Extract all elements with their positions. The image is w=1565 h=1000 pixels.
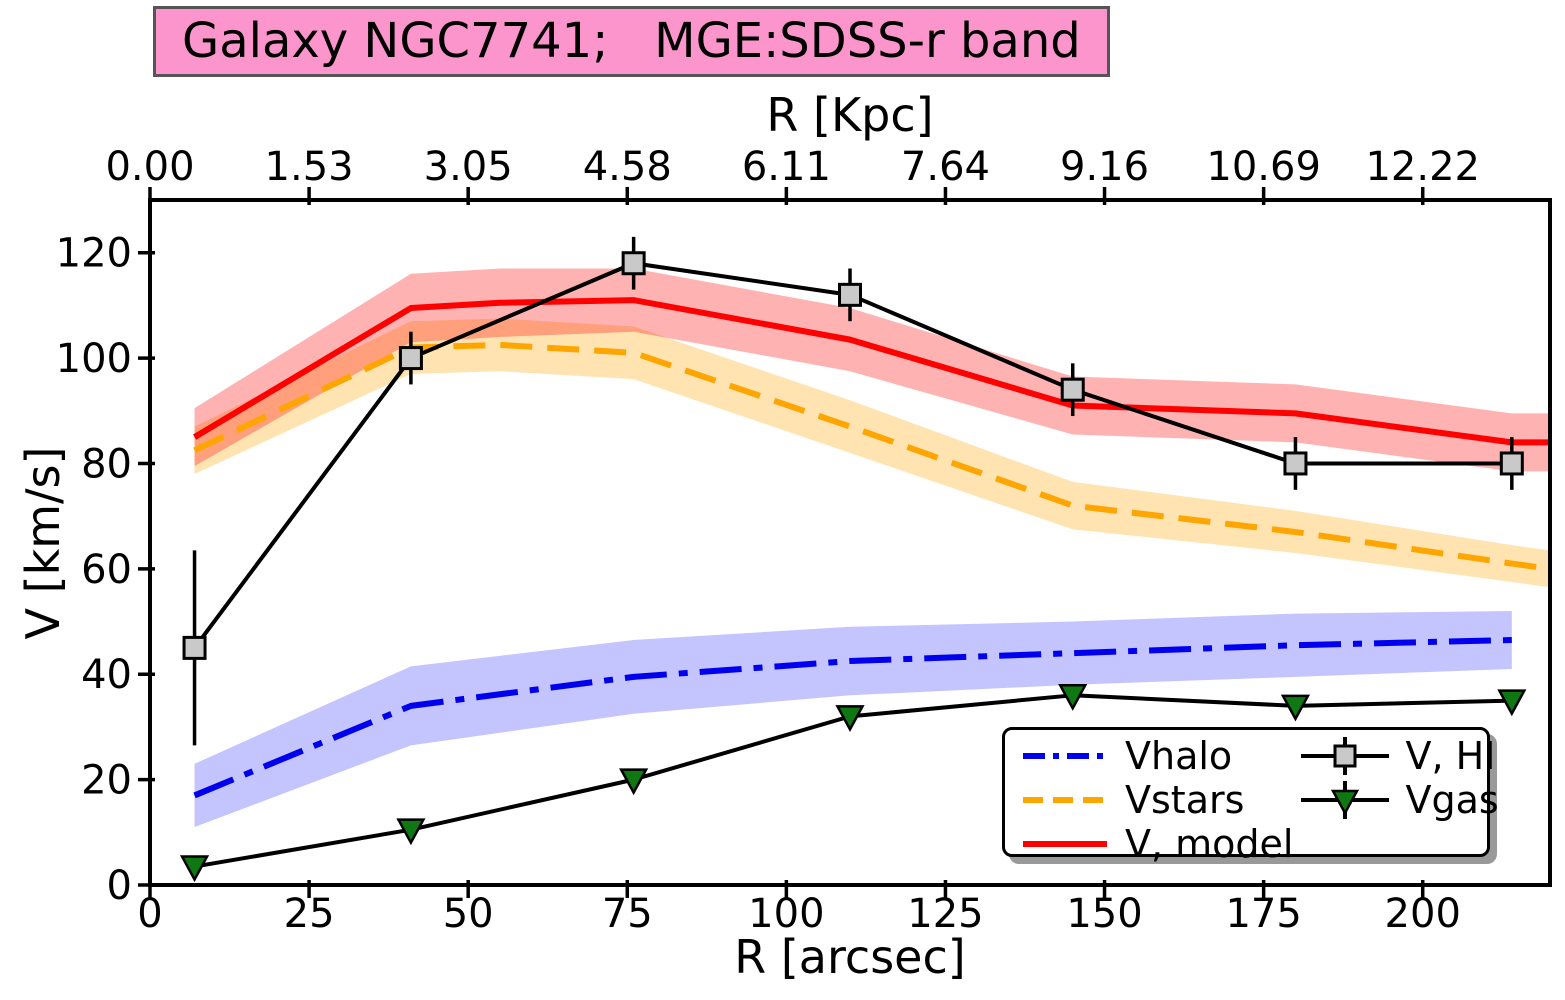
legend-label-vhi: V, HI xyxy=(1405,734,1496,778)
square-marker xyxy=(621,251,646,276)
top-tick-label: 3.05 xyxy=(424,144,513,190)
x-axis-label: R [arcsec] xyxy=(734,930,966,984)
vstars-uncertainty-band xyxy=(194,318,1551,588)
legend-label-vstars: Vstars xyxy=(1125,778,1245,822)
vhalo-line xyxy=(193,636,1512,799)
legend-handle-vmodel xyxy=(1023,841,1107,847)
vmodel-uncertainty-band xyxy=(194,268,1551,472)
legend-item-vhi: V, HI xyxy=(1299,734,1498,778)
square-marker xyxy=(1060,377,1085,402)
square-marker xyxy=(1283,451,1308,476)
y-tick-label: 100 xyxy=(56,336,132,382)
legend-item-vgas: Vgas xyxy=(1299,778,1499,822)
top-tick-label: 1.53 xyxy=(265,144,354,190)
vmodel-line xyxy=(193,297,1550,446)
top-tick-label: 10.69 xyxy=(1206,144,1321,190)
top-tick-label: 0.00 xyxy=(105,144,194,190)
legend-handle-vhalo xyxy=(1023,753,1107,759)
legend-item-vmodel: V, model xyxy=(1019,822,1293,866)
y-tick-label: 0 xyxy=(107,863,132,909)
vhalo-series xyxy=(193,636,1512,799)
y-axis-label: V [km/s] xyxy=(16,446,70,640)
vhi-series xyxy=(182,236,1524,746)
legend-handle-vgas xyxy=(1301,781,1390,819)
x-tick-label: 100 xyxy=(748,891,824,937)
top-axis-label: R [Kpc] xyxy=(766,88,934,142)
x-tick-label: 175 xyxy=(1225,891,1301,937)
top-axis-ticks: 0.00 1.53 3.05 4.58 6.11 7.64 9.16 10.69 12.22 xyxy=(105,144,1480,205)
legend-handle-vhi xyxy=(1301,737,1390,775)
vmodel-band xyxy=(194,268,1551,472)
square-marker xyxy=(1499,451,1524,476)
y-tick-label: 40 xyxy=(81,652,132,698)
triangle-down-marker xyxy=(1058,684,1088,711)
triangle-down-marker xyxy=(1497,689,1527,717)
plot-frame xyxy=(148,198,1552,887)
y-tick-label: 120 xyxy=(56,231,132,277)
triangle-down-marker xyxy=(619,768,649,796)
legend-label-vhalo: Vhalo xyxy=(1125,734,1233,778)
square-marker xyxy=(838,282,862,307)
top-tick-label: 12.22 xyxy=(1365,144,1480,190)
triangle-down-marker xyxy=(396,818,426,846)
x-tick-label: 150 xyxy=(1066,891,1142,937)
vstars-band xyxy=(194,318,1551,588)
triangle-down-marker xyxy=(179,855,210,883)
legend-handle-vstars xyxy=(1023,797,1107,803)
y-axis-ticks: 0 20 40 60 80 100 120 xyxy=(56,231,155,909)
vgas-series xyxy=(179,684,1527,883)
triangle-down-marker xyxy=(1280,694,1311,722)
square-marker xyxy=(398,346,423,371)
legend-item-vstars: Vstars xyxy=(1019,778,1293,822)
x-tick-label: 125 xyxy=(907,891,983,937)
y-tick-label: 60 xyxy=(81,547,132,593)
y-tick-label: 80 xyxy=(81,441,132,487)
vhalo-band xyxy=(194,611,1512,828)
vstars-line xyxy=(193,341,1551,572)
legend-label-vmodel: V, model xyxy=(1125,822,1294,866)
y-tick-label: 20 xyxy=(81,758,132,804)
x-tick-label: 75 xyxy=(602,891,653,937)
square-marker xyxy=(182,635,207,660)
triangle-down-marker xyxy=(835,705,865,733)
x-tick-label: 0 xyxy=(137,891,162,937)
legend-item-vhalo: Vhalo xyxy=(1019,734,1293,778)
top-tick-label: 9.16 xyxy=(1060,144,1149,190)
vmodel-series xyxy=(193,297,1550,446)
x-tick-label: 200 xyxy=(1385,891,1461,937)
legend-label-vgas: Vgas xyxy=(1405,778,1499,822)
top-tick-label: 6.11 xyxy=(742,144,831,190)
plot-title: Galaxy NGC7741; MGE:SDSS-r band xyxy=(153,6,1110,78)
x-tick-label: 25 xyxy=(284,891,335,937)
x-axis-ticks: 0 25 50 75 100 125 150 175 200 xyxy=(137,880,1461,937)
x-tick-label: 50 xyxy=(443,891,494,937)
legend: Vhalo Vstars V, model V, HI Vgas xyxy=(1002,727,1499,866)
vstars-series xyxy=(193,341,1551,572)
top-tick-label: 4.58 xyxy=(583,144,672,190)
vhalo-uncertainty-band xyxy=(194,611,1512,828)
top-tick-label: 7.64 xyxy=(901,144,990,190)
